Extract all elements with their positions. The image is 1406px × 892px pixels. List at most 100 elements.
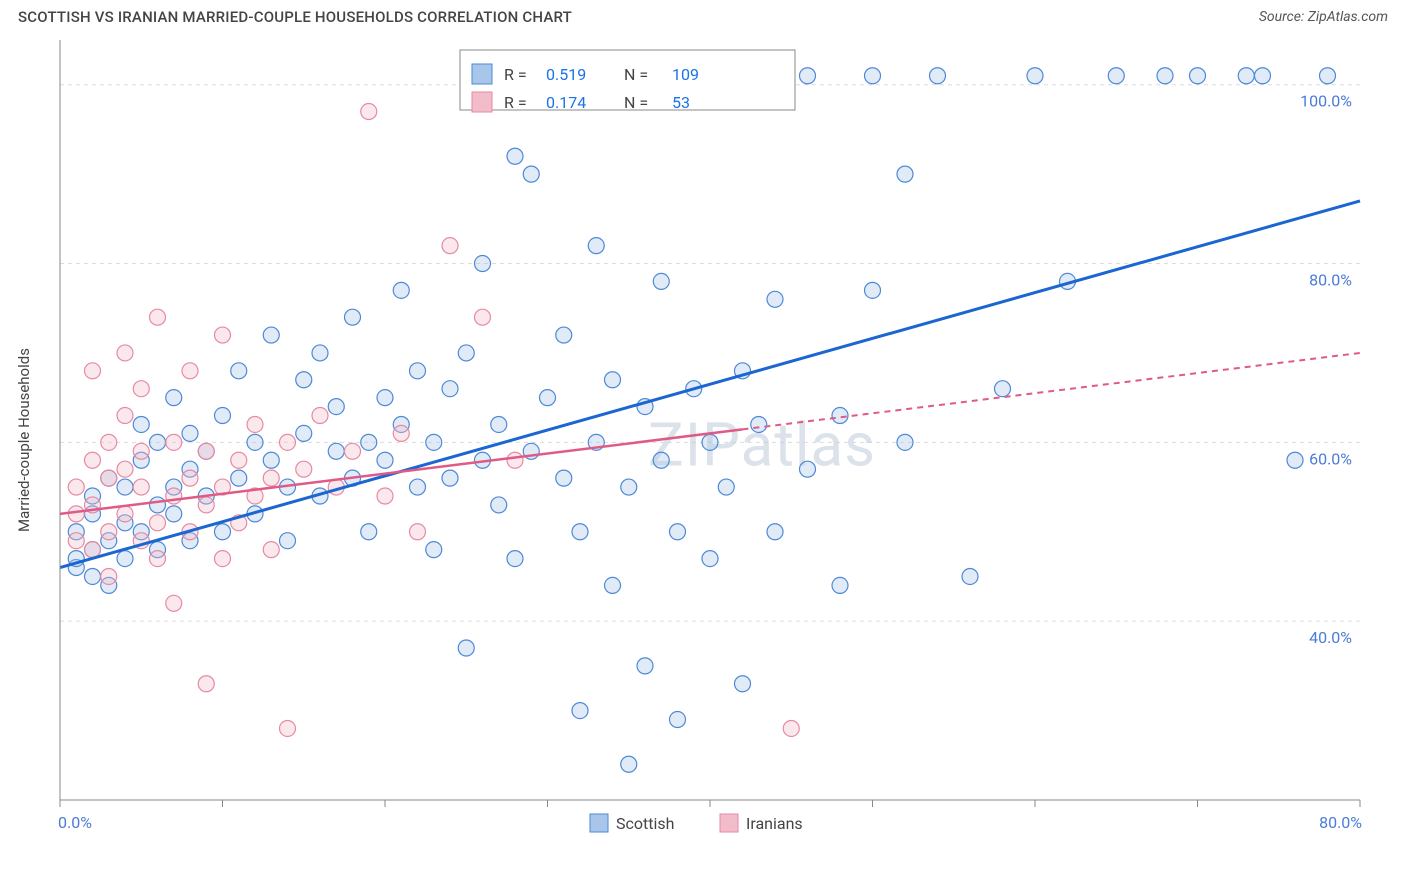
data-point [166, 506, 182, 522]
data-point [653, 273, 669, 289]
data-point [523, 166, 539, 182]
y-tick-label: 60.0% [1309, 449, 1352, 468]
data-point [410, 363, 426, 379]
data-point [133, 416, 149, 432]
data-point [263, 327, 279, 343]
data-point [995, 381, 1011, 397]
data-point [410, 479, 426, 495]
data-point [556, 470, 572, 486]
legend-swatch [472, 92, 492, 112]
data-point [68, 506, 84, 522]
data-point [458, 640, 474, 656]
source-name: ZipAtlas.com [1308, 9, 1388, 25]
data-point [345, 309, 361, 325]
chart-container: Married-couple Households 40.0% 60.0% 80.0… [0, 30, 1406, 850]
data-point [702, 434, 718, 450]
data-point [231, 470, 247, 486]
data-point [198, 676, 214, 692]
data-point [832, 577, 848, 593]
y-tick-label: 80.0% [1309, 271, 1352, 290]
data-point [280, 720, 296, 736]
x-tick-label: 0.0% [58, 813, 92, 832]
data-point [247, 434, 263, 450]
y-tick-label: 40.0% [1309, 628, 1352, 647]
data-point [393, 425, 409, 441]
data-point [1320, 68, 1336, 84]
legend-n-value: 53 [672, 93, 690, 112]
data-point [670, 524, 686, 540]
data-point [865, 282, 881, 298]
data-point [475, 256, 491, 272]
bottom-legend-swatch [590, 814, 608, 832]
data-point [280, 533, 296, 549]
data-point [85, 452, 101, 468]
data-point [442, 381, 458, 397]
data-point [1108, 68, 1124, 84]
data-point [280, 434, 296, 450]
data-point [767, 524, 783, 540]
data-point [296, 425, 312, 441]
data-point [117, 506, 133, 522]
data-point [215, 551, 231, 567]
data-point [150, 309, 166, 325]
data-point [133, 443, 149, 459]
data-point [296, 372, 312, 388]
data-point [865, 68, 881, 84]
data-point [897, 434, 913, 450]
y-axis-label: Married-couple Households [15, 348, 33, 532]
data-point [1157, 68, 1173, 84]
data-point [410, 524, 426, 540]
y-tick-label: 100.0% [1300, 92, 1352, 111]
data-point [263, 452, 279, 468]
data-point [767, 291, 783, 307]
x-tick-label: 80.0% [1319, 813, 1362, 832]
data-point [263, 470, 279, 486]
data-point [393, 282, 409, 298]
data-point [68, 479, 84, 495]
chart-header: SCOTTISH VS IRANIAN MARRIED-COUPLE HOUSE… [0, 0, 1406, 30]
source-prefix: Source: [1259, 9, 1308, 25]
data-point [670, 712, 686, 728]
bottom-legend-label: Iranians [746, 814, 803, 833]
data-point [426, 434, 442, 450]
data-point [198, 443, 214, 459]
data-point [783, 720, 799, 736]
data-point [150, 515, 166, 531]
data-point [198, 497, 214, 513]
data-point [653, 452, 669, 468]
chart-source: Source: ZipAtlas.com [1259, 9, 1388, 25]
chart-title: SCOTTISH VS IRANIAN MARRIED-COUPLE HOUSE… [18, 8, 572, 26]
data-point [588, 238, 604, 254]
data-point [361, 524, 377, 540]
data-point [345, 443, 361, 459]
data-point [296, 461, 312, 477]
legend-n-label: N = [624, 93, 648, 112]
data-point [150, 434, 166, 450]
legend-r-label: R = [504, 65, 527, 84]
data-point [182, 425, 198, 441]
data-point [507, 551, 523, 567]
data-point [377, 390, 393, 406]
data-point [491, 416, 507, 432]
data-point [605, 577, 621, 593]
data-point [377, 488, 393, 504]
data-point [572, 703, 588, 719]
data-point [751, 416, 767, 432]
bottom-legend-swatch [720, 814, 738, 832]
data-point [85, 568, 101, 584]
data-point [897, 166, 913, 182]
data-point [718, 479, 734, 495]
bottom-legend-label: Scottish [616, 814, 674, 833]
data-point [101, 568, 117, 584]
data-point [702, 551, 718, 567]
data-point [605, 372, 621, 388]
data-point [117, 345, 133, 361]
data-point [377, 452, 393, 468]
data-point [215, 524, 231, 540]
data-point [361, 104, 377, 120]
data-point [621, 756, 637, 772]
data-point [166, 390, 182, 406]
data-point [85, 363, 101, 379]
data-point [361, 434, 377, 450]
data-point [426, 542, 442, 558]
